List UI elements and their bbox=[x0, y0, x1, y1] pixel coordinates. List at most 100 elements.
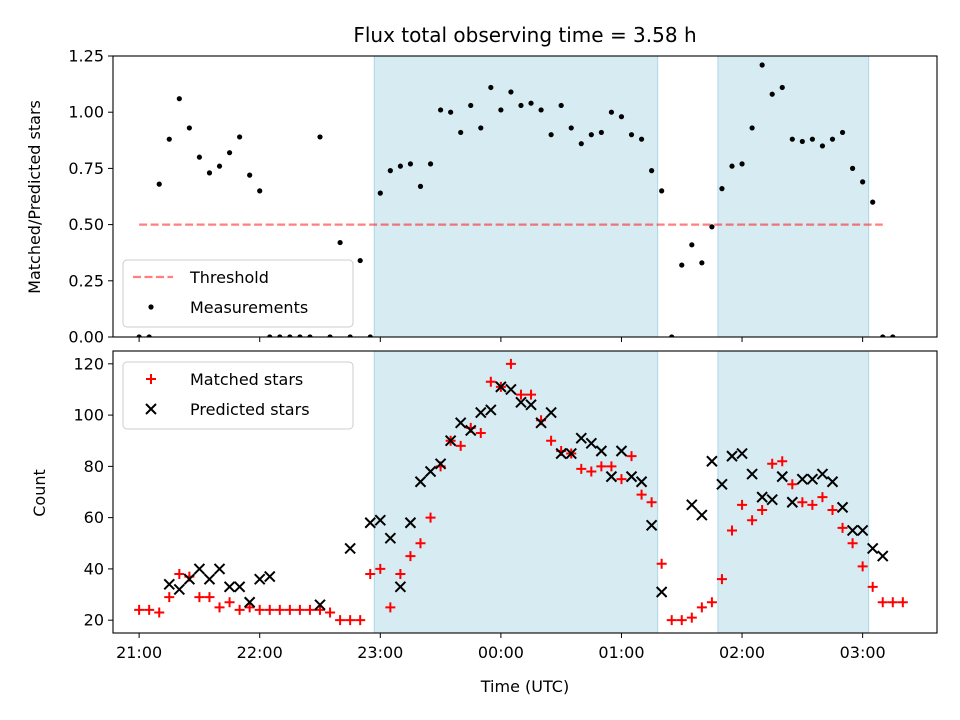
data-point bbox=[545, 406, 557, 419]
data-point bbox=[776, 470, 788, 483]
data-point bbox=[357, 257, 363, 264]
data-point bbox=[434, 458, 447, 470]
data-point bbox=[344, 542, 356, 555]
data-point bbox=[304, 604, 315, 615]
data-point bbox=[787, 479, 798, 490]
data-point bbox=[799, 138, 805, 145]
data-point bbox=[877, 597, 888, 608]
data-point bbox=[525, 399, 537, 411]
legend-label: Predicted stars bbox=[190, 400, 310, 419]
data-point bbox=[565, 447, 577, 460]
top-y-tick-label: 1.25 bbox=[68, 47, 104, 66]
data-point bbox=[739, 161, 745, 167]
data-point bbox=[856, 524, 869, 537]
x-tick-label: 03:00 bbox=[840, 643, 886, 662]
data-point bbox=[478, 125, 484, 131]
data-point bbox=[405, 551, 416, 562]
bottom-y-axis-label: Count bbox=[30, 469, 49, 517]
data-point bbox=[596, 461, 607, 472]
data-point bbox=[254, 604, 265, 615]
data-point bbox=[144, 604, 155, 615]
data-point bbox=[267, 334, 273, 337]
data-point bbox=[616, 474, 627, 485]
data-point bbox=[606, 461, 617, 472]
data-point bbox=[846, 524, 859, 537]
data-point bbox=[836, 501, 849, 514]
data-point bbox=[636, 489, 647, 500]
data-point bbox=[548, 132, 554, 138]
data-point bbox=[264, 570, 276, 583]
data-point bbox=[254, 573, 266, 585]
top-y-axis-label: Matched/Predicted stars bbox=[25, 100, 44, 294]
data-point bbox=[505, 383, 517, 396]
data-point bbox=[817, 492, 828, 503]
data-point bbox=[535, 417, 547, 429]
data-point bbox=[394, 581, 407, 593]
legend-label: Threshold bbox=[189, 268, 269, 287]
data-point bbox=[757, 504, 768, 515]
data-point bbox=[387, 168, 393, 174]
data-point bbox=[608, 109, 615, 115]
data-point bbox=[325, 607, 336, 618]
data-point bbox=[505, 358, 516, 369]
data-point bbox=[495, 381, 507, 393]
data-point bbox=[659, 188, 665, 194]
data-point bbox=[213, 563, 226, 575]
series-measurements bbox=[136, 62, 896, 337]
ratio-panel: 0.00 0.25 0.50 0.75 1.00 1.25 Threshold Measure… bbox=[68, 47, 938, 347]
data-point bbox=[867, 581, 878, 592]
bottom-y-tick-label: 80 bbox=[84, 457, 104, 476]
bottom-y-tick-label: 120 bbox=[73, 354, 104, 373]
x-tick-label: 00:00 bbox=[478, 643, 524, 662]
data-point bbox=[146, 334, 152, 337]
data-point bbox=[615, 445, 628, 457]
data-point bbox=[455, 440, 466, 451]
data-point bbox=[706, 597, 717, 608]
data-point bbox=[696, 509, 708, 521]
data-point bbox=[287, 334, 293, 337]
data-point bbox=[226, 150, 233, 156]
data-point bbox=[857, 561, 868, 572]
series-predicted-stars bbox=[163, 381, 889, 611]
data-point bbox=[377, 190, 383, 196]
data-point bbox=[424, 465, 437, 478]
data-point bbox=[277, 334, 283, 337]
data-point bbox=[134, 604, 145, 615]
bottom-y-tick-label: 40 bbox=[84, 559, 104, 578]
data-point bbox=[555, 447, 567, 460]
data-point bbox=[897, 597, 908, 608]
data-point bbox=[797, 497, 808, 508]
data-point bbox=[736, 447, 748, 460]
data-point bbox=[206, 170, 213, 176]
data-point bbox=[335, 615, 346, 626]
data-point bbox=[364, 517, 376, 529]
data-point bbox=[375, 563, 386, 574]
data-point bbox=[558, 102, 564, 109]
data-point bbox=[437, 107, 444, 113]
data-point bbox=[216, 163, 223, 169]
data-point bbox=[726, 450, 738, 462]
data-point bbox=[475, 428, 486, 439]
data-point bbox=[174, 569, 185, 580]
data-point bbox=[807, 499, 818, 510]
data-point bbox=[345, 615, 356, 626]
data-point bbox=[233, 581, 246, 593]
data-point bbox=[546, 435, 557, 446]
top-observing-window-1 bbox=[717, 56, 869, 337]
data-point bbox=[669, 334, 675, 337]
data-point bbox=[696, 602, 707, 613]
data-point bbox=[816, 468, 829, 480]
data-point bbox=[498, 107, 504, 113]
data-point bbox=[626, 451, 637, 462]
data-point bbox=[575, 432, 587, 444]
data-point bbox=[448, 109, 454, 115]
data-point bbox=[849, 165, 856, 171]
data-point bbox=[488, 84, 494, 91]
data-point bbox=[294, 604, 305, 615]
data-point bbox=[518, 102, 524, 109]
data-point bbox=[716, 478, 728, 491]
data-point bbox=[827, 504, 838, 515]
data-point bbox=[837, 522, 848, 533]
data-point bbox=[337, 239, 343, 246]
legend-label: Matched stars bbox=[190, 370, 303, 389]
